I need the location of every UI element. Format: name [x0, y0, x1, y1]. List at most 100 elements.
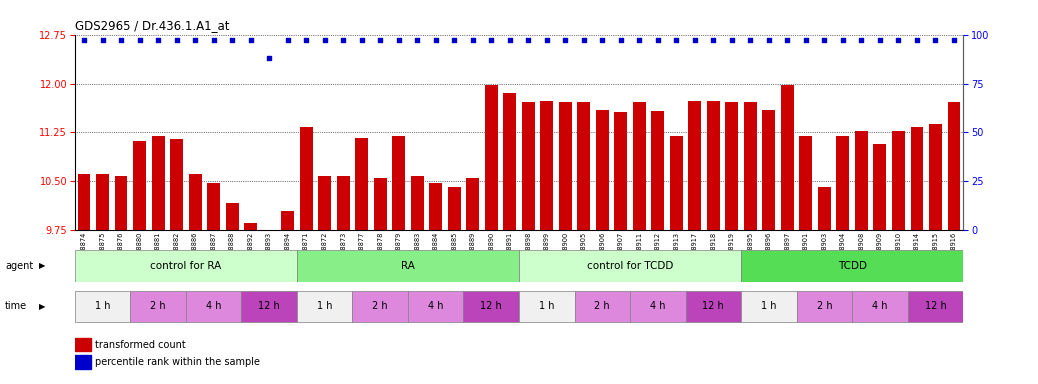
- Bar: [574, 291, 630, 322]
- Bar: [392, 136, 405, 230]
- Point: [353, 37, 370, 43]
- Text: agent: agent: [5, 261, 33, 271]
- Text: transformed count: transformed count: [95, 340, 186, 350]
- Point: [539, 37, 555, 43]
- Text: percentile rank within the sample: percentile rank within the sample: [95, 357, 261, 367]
- Point: [224, 37, 241, 43]
- Text: control for TCDD: control for TCDD: [586, 261, 674, 271]
- Bar: [300, 127, 312, 230]
- Bar: [781, 85, 794, 230]
- Bar: [244, 223, 257, 230]
- Point: [520, 37, 537, 43]
- Bar: [281, 211, 294, 230]
- Bar: [519, 291, 575, 322]
- Bar: [907, 291, 963, 322]
- Point: [131, 37, 147, 43]
- Bar: [225, 203, 239, 230]
- Point: [594, 37, 610, 43]
- Bar: [75, 291, 131, 322]
- Point: [76, 37, 92, 43]
- Text: 12 h: 12 h: [925, 301, 947, 311]
- Text: time: time: [5, 301, 27, 311]
- Point: [668, 37, 685, 43]
- Bar: [466, 178, 480, 230]
- Point: [409, 37, 426, 43]
- Bar: [874, 144, 886, 230]
- Bar: [948, 102, 960, 230]
- Point: [317, 37, 333, 43]
- Point: [761, 37, 777, 43]
- Bar: [741, 291, 797, 322]
- Point: [686, 37, 703, 43]
- Point: [446, 37, 463, 43]
- Text: GDS2965 / Dr.436.1.A1_at: GDS2965 / Dr.436.1.A1_at: [75, 19, 229, 32]
- Text: 2 h: 2 h: [373, 301, 388, 311]
- Bar: [685, 291, 741, 322]
- Point: [261, 55, 277, 61]
- Bar: [411, 176, 424, 230]
- Text: 12 h: 12 h: [703, 301, 725, 311]
- Point: [816, 37, 832, 43]
- Bar: [447, 187, 461, 230]
- Bar: [519, 250, 741, 281]
- Bar: [189, 174, 201, 230]
- Bar: [352, 291, 408, 322]
- Bar: [652, 111, 664, 230]
- Point: [298, 37, 315, 43]
- Text: 4 h: 4 h: [650, 301, 665, 311]
- Point: [723, 37, 740, 43]
- Point: [187, 37, 203, 43]
- Bar: [78, 174, 90, 230]
- Point: [705, 37, 721, 43]
- Point: [835, 37, 851, 43]
- Bar: [670, 136, 683, 230]
- Point: [428, 37, 444, 43]
- Bar: [707, 101, 719, 230]
- Bar: [75, 250, 297, 281]
- Point: [927, 37, 944, 43]
- Point: [335, 37, 352, 43]
- Bar: [522, 102, 535, 230]
- Bar: [133, 141, 146, 230]
- Point: [650, 37, 666, 43]
- Point: [557, 37, 574, 43]
- Bar: [614, 112, 627, 230]
- Bar: [892, 131, 905, 230]
- Bar: [797, 291, 852, 322]
- Point: [501, 37, 518, 43]
- Point: [483, 37, 499, 43]
- Bar: [241, 291, 297, 322]
- Bar: [503, 93, 516, 230]
- Point: [390, 37, 407, 43]
- Text: 4 h: 4 h: [872, 301, 887, 311]
- Bar: [75, 355, 90, 369]
- Point: [797, 37, 814, 43]
- Point: [612, 37, 629, 43]
- Bar: [463, 291, 519, 322]
- Bar: [170, 139, 183, 230]
- Text: 1 h: 1 h: [761, 301, 776, 311]
- Bar: [97, 174, 109, 230]
- Text: 4 h: 4 h: [206, 301, 221, 311]
- Point: [946, 37, 962, 43]
- Point: [891, 37, 907, 43]
- Text: 12 h: 12 h: [481, 301, 502, 311]
- Bar: [577, 102, 591, 230]
- Bar: [131, 291, 186, 322]
- Bar: [799, 136, 813, 230]
- Text: ▶: ▶: [39, 302, 46, 311]
- Bar: [744, 102, 757, 230]
- Point: [168, 37, 185, 43]
- Point: [464, 37, 481, 43]
- Bar: [208, 184, 220, 230]
- Text: 1 h: 1 h: [539, 301, 554, 311]
- Bar: [741, 250, 963, 281]
- Point: [149, 37, 166, 43]
- Bar: [596, 110, 608, 230]
- Bar: [336, 176, 350, 230]
- Bar: [558, 102, 572, 230]
- Point: [872, 37, 889, 43]
- Point: [631, 37, 648, 43]
- Bar: [152, 136, 164, 230]
- Point: [113, 37, 130, 43]
